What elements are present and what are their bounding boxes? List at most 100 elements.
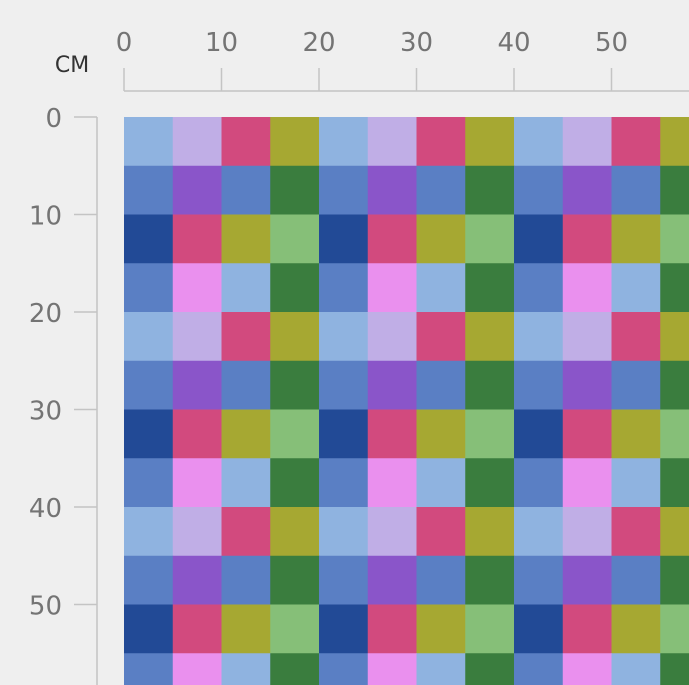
y-tick-label: 40 — [29, 494, 62, 524]
swatch-cell — [465, 165, 515, 215]
swatch-cell — [416, 117, 466, 167]
swatch-cell — [660, 117, 689, 167]
swatch-cell — [562, 604, 612, 654]
swatch-cell — [611, 263, 661, 313]
y-tick-label: 10 — [29, 202, 62, 232]
swatch-cell — [124, 409, 174, 459]
swatch-cell — [562, 117, 612, 167]
swatch-cell — [270, 653, 320, 685]
swatch-cell — [172, 263, 222, 313]
swatch-cell — [172, 604, 222, 654]
swatch-cell — [319, 458, 369, 508]
swatch-cell — [514, 604, 564, 654]
swatch-cell — [221, 165, 271, 215]
swatch-cell — [611, 555, 661, 605]
swatch-cell — [611, 360, 661, 410]
swatch-cell — [660, 604, 689, 654]
swatch-cell — [172, 312, 222, 362]
swatch-cell — [660, 165, 689, 215]
swatch-cell — [270, 555, 320, 605]
swatch-cell — [562, 507, 612, 557]
swatch-cell — [172, 214, 222, 264]
swatch-cell — [172, 409, 222, 459]
swatch-cell — [270, 458, 320, 508]
swatch-cell — [124, 263, 174, 313]
swatch-cell — [514, 507, 564, 557]
y-tick-label: 20 — [29, 299, 62, 329]
swatch-cell — [416, 653, 466, 685]
swatch-cell — [465, 653, 515, 685]
swatch-cell — [465, 312, 515, 362]
swatch-cell — [319, 117, 369, 167]
x-tick-label: 20 — [302, 28, 335, 58]
swatch-cell — [319, 165, 369, 215]
swatch-cell — [172, 458, 222, 508]
swatch-cell — [611, 507, 661, 557]
x-tick-label: 40 — [497, 28, 530, 58]
swatch-cell — [465, 458, 515, 508]
swatch-cell — [124, 604, 174, 654]
swatch-cell — [270, 360, 320, 410]
swatch-cell — [367, 507, 417, 557]
swatch-cell — [514, 458, 564, 508]
y-tick-label: 30 — [29, 397, 62, 427]
swatch-cell — [416, 555, 466, 605]
swatch-cell — [319, 214, 369, 264]
swatch-cell — [611, 409, 661, 459]
swatch-cell — [172, 165, 222, 215]
swatch-cell — [465, 604, 515, 654]
swatch-cell — [514, 653, 564, 685]
swatch-cell — [465, 409, 515, 459]
swatch-cell — [514, 360, 564, 410]
swatch-cell — [270, 214, 320, 264]
swatch-cell — [660, 653, 689, 685]
swatch-cell — [367, 409, 417, 459]
swatch-cell — [562, 360, 612, 410]
swatch-cell — [172, 360, 222, 410]
swatch-cell — [221, 214, 271, 264]
swatch-cell — [660, 507, 689, 557]
swatch-cell — [416, 507, 466, 557]
swatch-cell — [416, 409, 466, 459]
swatch-cell — [270, 507, 320, 557]
swatch-cell — [514, 312, 564, 362]
swatch-cell — [611, 604, 661, 654]
swatch-cell — [270, 117, 320, 167]
swatch-cell — [465, 214, 515, 264]
swatch-cell — [367, 312, 417, 362]
unit-label: CM — [55, 53, 89, 78]
swatch-cell — [514, 214, 564, 264]
swatch-cell — [172, 555, 222, 605]
swatch-cell — [124, 458, 174, 508]
swatch-cell — [124, 117, 174, 167]
swatch-cell — [221, 312, 271, 362]
swatch-cell — [416, 360, 466, 410]
swatch-cell — [319, 555, 369, 605]
swatch-cell — [660, 263, 689, 313]
swatch-cell — [124, 555, 174, 605]
swatch-cell — [416, 458, 466, 508]
swatch-cell — [319, 263, 369, 313]
swatch-cell — [611, 117, 661, 167]
swatch-cell — [611, 312, 661, 362]
swatch-cell — [221, 507, 271, 557]
swatch-cell — [124, 312, 174, 362]
swatch-cell — [416, 263, 466, 313]
swatch-cell — [221, 604, 271, 654]
swatch-cell — [465, 555, 515, 605]
swatch-cell — [660, 214, 689, 264]
swatch-cell — [367, 214, 417, 264]
swatch-cell — [319, 360, 369, 410]
swatch-cell — [416, 604, 466, 654]
swatch-cell — [416, 312, 466, 362]
swatch-cell — [514, 165, 564, 215]
swatch-cell — [270, 604, 320, 654]
x-tick-label: 0 — [116, 28, 133, 58]
swatch-cell — [221, 409, 271, 459]
x-tick-label: 10 — [205, 28, 238, 58]
swatch-cell — [124, 653, 174, 685]
swatch-cell — [172, 653, 222, 685]
swatch-cell — [367, 165, 417, 215]
swatch-cell — [514, 263, 564, 313]
